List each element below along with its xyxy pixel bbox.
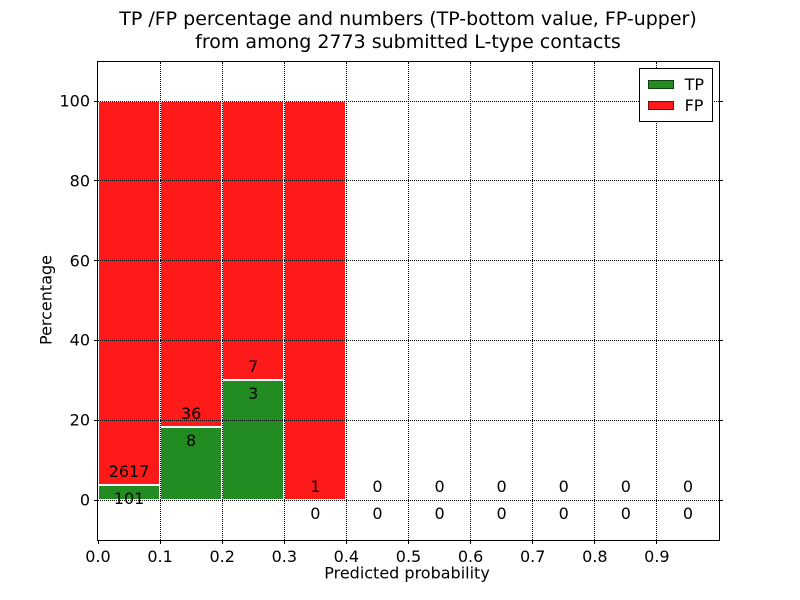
tp-count-label: 8 [186, 431, 197, 451]
chart-title: TP /FP percentage and numbers (TP-bottom… [97, 8, 719, 54]
y-tick-mark [719, 260, 723, 262]
y-tick-mark [719, 499, 723, 501]
legend-entry-tp: TP [647, 74, 704, 95]
x-tick-mark [532, 540, 534, 544]
legend-entry-fp: FP [647, 95, 704, 116]
plot-area: TP FP 0.0 0.1 0.2 0.3 0.4 0.5 0.6 0.7 0.8 0.9 0 20 4… [59, 61, 723, 566]
fp-count-label: 7 [248, 357, 259, 377]
tp-count-label: 0 [434, 504, 445, 523]
x-gridline [159, 62, 161, 540]
tp-count-label: 101 [113, 489, 145, 509]
tp-count-label: 0 [558, 504, 569, 523]
fp-count-label: 0 [682, 477, 694, 496]
x-gridline [221, 62, 223, 540]
x-tick-mark [345, 540, 347, 544]
y-tick-mark [94, 180, 98, 182]
bar-segment-fp [98, 101, 161, 486]
x-tick-mark [470, 540, 472, 544]
x-gridline [656, 62, 658, 540]
x-tick-mark [283, 540, 285, 544]
y-gridline [98, 180, 719, 182]
y-tick-label: 80 [69, 171, 90, 191]
bar-segment-fp [222, 101, 285, 381]
bar-segment-tp [222, 380, 285, 500]
x-tick-label: 0.8 [582, 547, 608, 566]
x-tick-label: 0.6 [457, 547, 484, 566]
x-tick-label: 0.0 [85, 547, 111, 566]
tp-count-label: 0 [620, 504, 631, 523]
x-tick-label: 0.2 [209, 547, 235, 566]
y-gridline [98, 499, 719, 501]
tp-count-label: 0 [682, 504, 694, 523]
y-tick-mark [94, 260, 98, 262]
tp-color-swatch [647, 80, 674, 89]
fp-count-label: 1 [310, 477, 321, 496]
y-tick-mark [719, 339, 723, 341]
x-gridline [408, 62, 409, 540]
x-gridline [470, 62, 472, 540]
y-gridline [98, 339, 719, 341]
x-tick-mark [656, 540, 658, 544]
x-tick-mark [594, 540, 596, 544]
legend: TP FP [638, 68, 713, 122]
fp-count-label: 0 [620, 477, 631, 496]
x-tick-mark [159, 540, 161, 544]
x-axis-label: Predicted probability [324, 563, 490, 583]
y-gridline [98, 100, 719, 102]
fp-count-label: 2617 [108, 462, 150, 482]
x-tick-label: 0.3 [271, 547, 298, 566]
y-gridline [98, 419, 719, 421]
bar-segment-fp [284, 101, 347, 500]
x-tick-label: 0.7 [519, 547, 546, 566]
x-tick-label: 0.1 [147, 547, 173, 566]
y-axis-label: Percentage [36, 254, 56, 346]
bar-segment-tp [98, 485, 161, 500]
x-tick-mark [408, 540, 409, 544]
y-tick-label: 60 [69, 251, 90, 271]
y-tick-mark [719, 419, 723, 421]
y-tick-mark [94, 100, 98, 102]
x-gridline [283, 62, 285, 540]
tp-count-label: 0 [496, 504, 507, 523]
fp-count-label: 0 [434, 477, 445, 496]
tp-count-label: 0 [310, 504, 321, 523]
tp-count-label: 3 [248, 384, 259, 404]
y-tick-mark [719, 100, 723, 102]
chart-title-line2: from among 2773 submitted L-type contact… [195, 31, 621, 53]
legend-label-tp: TP [684, 75, 704, 94]
x-tick-label: 0.5 [395, 547, 422, 566]
x-tick-label: 0.9 [644, 547, 670, 566]
fp-color-swatch [647, 101, 674, 110]
y-tick-mark [94, 339, 98, 341]
x-tick-label: 0.4 [333, 547, 360, 566]
y-tick-mark [94, 499, 98, 501]
fp-count-label: 0 [372, 477, 383, 496]
y-tick-mark [719, 180, 723, 182]
x-tick-mark [221, 540, 223, 544]
y-tick-label: 20 [69, 410, 90, 430]
y-tick-label: 0 [79, 490, 90, 510]
y-tick-label: 100 [59, 91, 90, 111]
y-gridline [98, 260, 719, 262]
bar-segment-fp [160, 101, 223, 428]
x-tick-mark [97, 540, 99, 544]
x-gridline [594, 62, 596, 540]
y-tick-label: 40 [69, 330, 90, 350]
fp-count-label: 0 [496, 477, 507, 496]
x-gridline [532, 62, 534, 540]
bar-segment-tp [160, 427, 223, 500]
legend-label-fp: FP [684, 96, 704, 115]
tp-count-label: 0 [372, 504, 383, 523]
fp-count-label: 36 [180, 404, 202, 424]
fp-count-label: 0 [558, 477, 569, 496]
x-gridline [345, 62, 347, 540]
chart-title-line1: TP /FP percentage and numbers (TP-bottom… [119, 8, 697, 30]
y-tick-mark [94, 419, 98, 421]
